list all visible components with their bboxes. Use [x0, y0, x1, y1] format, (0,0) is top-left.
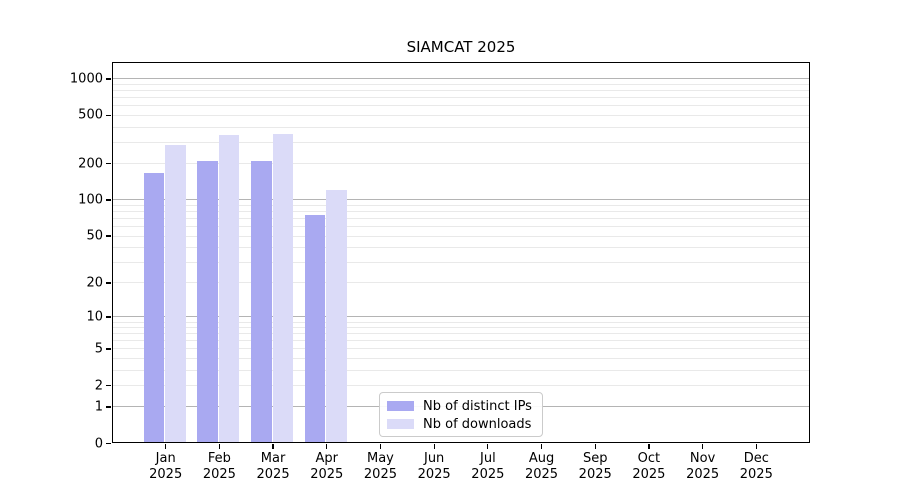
legend-swatch-downloads [387, 418, 414, 430]
legend-entry-distinct-ips: Nb of distinct IPs [380, 397, 542, 415]
y-tick-label: 0 [94, 436, 103, 451]
y-tick-mark [106, 199, 111, 201]
x-tick-mark [487, 443, 489, 449]
minor-gridline [112, 126, 810, 128]
x-tick-label: Aug 2025 [524, 450, 559, 482]
x-tick-label: Feb 2025 [202, 450, 236, 482]
minor-gridline [112, 163, 810, 165]
bar-distinct-ips [143, 173, 165, 443]
y-tick-label: 100 [78, 192, 103, 208]
x-tick-label: Nov 2025 [686, 450, 720, 482]
y-tick-mark [106, 406, 111, 408]
y-tick-mark [106, 348, 111, 350]
minor-gridline [112, 204, 810, 206]
plot-area: Nb of distinct IPs Nb of downloads [112, 62, 810, 443]
minor-gridline [112, 211, 810, 213]
x-tick-mark [755, 443, 757, 449]
y-tick-mark [106, 442, 111, 445]
minor-gridline [112, 327, 810, 329]
x-tick-label: Jul 2025 [471, 450, 505, 482]
minor-gridline [112, 105, 810, 107]
bar-downloads [218, 135, 240, 443]
x-tick-mark [379, 443, 382, 449]
minor-gridline [112, 261, 810, 263]
minor-gridline [112, 333, 810, 335]
minor-gridline [112, 348, 810, 350]
minor-gridline [112, 97, 810, 99]
y-tick-label: 50 [86, 228, 103, 244]
legend: Nb of distinct IPs Nb of downloads [379, 392, 543, 437]
minor-gridline [112, 385, 810, 387]
y-tick-mark [106, 78, 111, 80]
y-tick-label: 1 [94, 399, 103, 415]
bar-distinct-ips [304, 214, 326, 443]
bar-downloads [326, 189, 347, 443]
legend-label-distinct-ips: Nb of distinct IPs [423, 398, 532, 414]
minor-gridline [112, 218, 810, 220]
x-tick-mark [648, 443, 650, 449]
legend-label-downloads: Nb of downloads [423, 416, 532, 432]
minor-gridline [112, 340, 810, 342]
minor-gridline [112, 141, 810, 143]
bar-downloads [272, 133, 294, 443]
y-tick-mark [106, 235, 111, 237]
x-tick-label: May 2025 [363, 450, 397, 482]
minor-gridline [112, 247, 810, 249]
y-tick-mark [106, 163, 111, 165]
major-gridline [112, 316, 810, 318]
y-tick-mark [106, 114, 111, 117]
x-tick-mark [218, 443, 221, 449]
minor-gridline [112, 358, 810, 360]
y-tick-label: 1000 [69, 71, 103, 87]
x-tick-mark [594, 443, 596, 449]
x-tick-mark [433, 443, 435, 449]
x-tick-label: Dec 2025 [739, 450, 773, 482]
minor-gridline [112, 114, 810, 116]
x-tick-label: Apr 2025 [310, 450, 344, 482]
bar-distinct-ips [251, 160, 272, 443]
minor-gridline [112, 282, 810, 284]
minor-gridline [112, 369, 810, 371]
y-tick-label: 10 [86, 309, 103, 325]
bar-downloads [165, 144, 186, 443]
y-tick-mark [106, 316, 111, 318]
y-tick-label: 2 [94, 378, 103, 394]
minor-gridline [112, 321, 810, 323]
y-tick-mark [106, 384, 111, 387]
x-tick-label: Oct 2025 [632, 450, 666, 482]
y-tick-mark [106, 282, 111, 284]
bar-distinct-ips [197, 160, 218, 443]
x-tick-mark [165, 443, 167, 449]
y-tick-label: 5 [94, 341, 103, 357]
major-gridline [112, 199, 810, 201]
x-tick-mark [272, 443, 274, 449]
x-tick-mark [701, 443, 704, 449]
minor-gridline [112, 84, 810, 86]
y-tick-label: 500 [78, 107, 103, 123]
chart-title: SIAMCAT 2025 [406, 38, 516, 56]
x-tick-mark [326, 443, 328, 449]
legend-swatch-distinct-ips [387, 400, 414, 412]
x-tick-label: Jun 2025 [417, 450, 451, 482]
minor-gridline [112, 235, 810, 237]
x-tick-label: Mar 2025 [256, 450, 290, 482]
x-tick-mark [540, 443, 543, 449]
x-tick-label: Sep 2025 [578, 450, 612, 482]
legend-entry-downloads: Nb of downloads [380, 415, 542, 433]
minor-gridline [112, 90, 810, 92]
minor-gridline [112, 226, 810, 228]
x-tick-label: Jan 2025 [149, 450, 183, 482]
y-tick-label: 20 [86, 275, 103, 291]
major-gridline [112, 78, 810, 80]
y-tick-label: 200 [78, 156, 103, 172]
